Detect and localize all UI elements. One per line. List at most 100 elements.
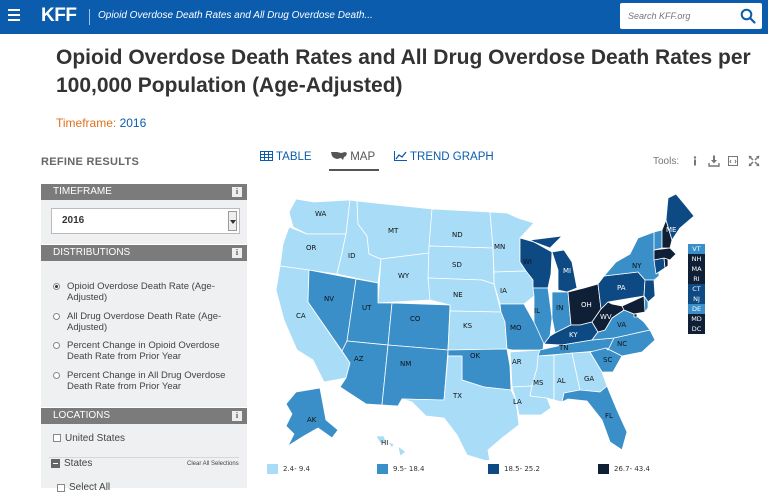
state-label: MI [563,267,571,275]
select-all-checkbox[interactable] [57,484,65,492]
search-box [620,3,762,29]
state-VT[interactable] [653,229,663,251]
info-icon[interactable] [689,155,701,167]
embed-icon[interactable] [727,155,739,167]
state-label: WY [398,272,410,280]
fullscreen-icon[interactable] [748,155,760,167]
breadcrumb[interactable]: Opioid Overdose Death Rates and All Drug… [98,10,373,21]
radio-button[interactable] [53,313,60,320]
refine-results-heading: REFINE RESULTS [41,156,140,168]
tab-map[interactable]: MAP [331,151,375,163]
distributions-panel-header[interactable]: DISTRIBUTIONS i [41,245,247,261]
state-NJ[interactable] [643,279,656,303]
state-label: ME [666,226,676,234]
kff-logo[interactable]: KFF [41,5,77,26]
legend-label: 2.4- 9.4 [283,465,311,473]
state-MA[interactable] [653,247,677,261]
state-KS[interactable] [447,310,508,351]
small-state-box[interactable]: NJ [688,294,705,304]
timeframe-caption: Timeframe: 2016 [56,116,146,130]
radio-button[interactable] [53,372,60,379]
us-state-map: WA OR CA ID NV MT WY UT CO AZ NM ND SD N… [275,193,695,460]
state-label: GA [584,375,594,383]
info-icon[interactable]: i [232,248,242,258]
state-label: MN [494,243,505,251]
state-label: MO [510,324,522,332]
distribution-option-label: Percent Change in Opioid Overdose Death … [67,340,220,362]
active-tab-indicator [329,169,379,171]
clear-all-selections-link[interactable]: Clear All Selections [187,461,239,467]
search-input[interactable] [620,3,736,29]
legend-label: 18.5- 25.2 [504,465,540,473]
state-AZ[interactable] [339,340,389,406]
state-label: SD [452,261,462,269]
state-label: PA [617,284,626,292]
state-label: MS [533,379,544,387]
state-CT[interactable] [653,257,666,275]
chevron-down-icon[interactable] [228,211,237,231]
state-NM[interactable] [381,344,449,407]
small-state-box[interactable]: VT [688,244,705,254]
state-ME[interactable] [665,193,695,241]
state-MI[interactable] [529,235,578,293]
search-icon[interactable] [740,8,756,24]
legend-label: 9.5- 18.4 [393,465,425,473]
state-DC[interactable] [633,313,638,318]
state-label: UT [362,304,372,312]
legend-swatch [488,464,499,474]
state-WV[interactable] [591,301,625,333]
download-icon[interactable] [708,155,720,167]
distributions-panel: Opioid Overdose Death Rate (Age-Adjusted… [41,261,247,407]
timeframe-selected-value: 2016 [62,215,85,226]
state-HI[interactable] [375,435,407,457]
locations-panel: United States States Clear All Selection… [41,424,247,493]
legend-swatch [267,464,278,474]
small-state-box[interactable]: MD [688,314,705,324]
timeframe-select[interactable]: 2016 [51,208,240,234]
radio-button[interactable] [53,342,60,349]
state-label: OH [581,301,592,309]
state-label: NV [324,295,334,303]
timeframe-panel: 2016 [41,200,247,244]
tab-trend-graph[interactable]: TREND GRAPH [394,151,494,163]
state-AK[interactable] [285,387,339,447]
state-SC[interactable] [589,347,623,373]
state-FL[interactable] [561,385,628,451]
info-icon[interactable]: i [232,411,242,421]
radio-button[interactable] [53,283,60,290]
united-states-checkbox[interactable] [53,434,61,442]
info-icon[interactable]: i [232,187,242,197]
state-DE[interactable] [643,295,649,313]
small-state-box[interactable]: DC [688,324,705,334]
state-label: FL [605,412,613,420]
state-TX[interactable] [401,355,520,460]
timeframe-caption-value: 2016 [119,116,147,130]
small-state-box[interactable]: NH [688,254,705,264]
logo-divider [89,9,90,25]
states-label[interactable]: States [64,458,93,469]
state-MO[interactable] [499,303,545,351]
state-label: TX [452,392,462,400]
state-NH[interactable] [661,219,673,249]
state-label: IN [556,304,563,312]
trend-graph-icon [394,151,407,161]
table-icon [260,151,273,161]
state-label: NE [453,291,463,299]
locations-panel-header[interactable]: LOCATIONS i [41,408,247,424]
small-state-box[interactable]: CT [688,284,705,294]
small-state-box[interactable]: DE [688,304,705,314]
menu-icon[interactable] [8,9,20,21]
state-label: WA [315,210,327,218]
collapse-icon[interactable] [51,459,60,468]
timeframe-panel-header[interactable]: TIMEFRAME i [41,184,247,200]
small-state-box[interactable]: MA [688,264,705,274]
distribution-option-label: Opioid Overdose Death Rate (Age-Adjusted… [67,281,215,303]
state-ND[interactable] [428,208,494,249]
state-label: KY [569,331,578,339]
state-NY[interactable] [603,231,660,281]
small-state-box[interactable]: RI [688,274,705,284]
tab-table[interactable]: TABLE [260,151,312,163]
state-CO[interactable] [387,302,451,351]
state-label: OR [306,244,317,252]
state-label: AZ [354,355,364,363]
